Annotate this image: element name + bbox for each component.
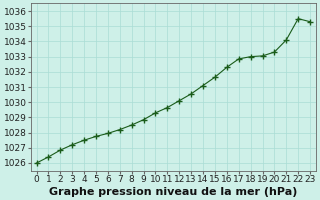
X-axis label: Graphe pression niveau de la mer (hPa): Graphe pression niveau de la mer (hPa) bbox=[49, 187, 298, 197]
